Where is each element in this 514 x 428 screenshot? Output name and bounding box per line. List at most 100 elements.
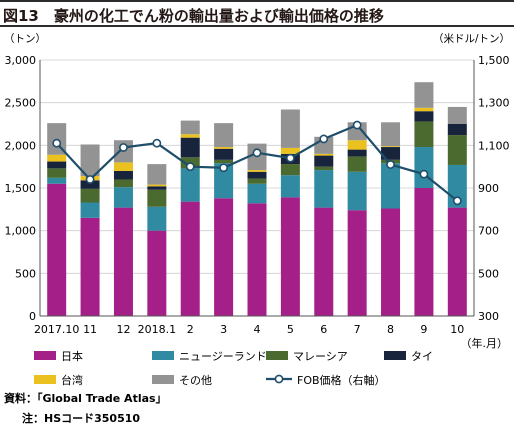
legend-label: ニュージーランド (179, 350, 267, 363)
bar-segment (180, 120, 200, 135)
bar-segment (47, 154, 67, 162)
y-right-unit: （米ドル/トン） (433, 32, 510, 45)
bar-segment (147, 164, 167, 185)
y-right-tick-label: 300 (478, 310, 499, 323)
bar-segment (447, 207, 467, 316)
bar-segment (347, 210, 367, 316)
bar-segment (280, 197, 300, 316)
bar-segment (113, 162, 133, 171)
y-left-tick-label: 500 (15, 267, 36, 280)
x-tick-label: 2017.10 (34, 323, 80, 336)
bar-segment (147, 230, 167, 316)
y-right-tick-label: 500 (478, 267, 499, 280)
fob-point (252, 148, 262, 158)
y-right-tick-label: 700 (478, 225, 499, 238)
bar-segment (414, 188, 434, 316)
x-tick-label: 4 (254, 323, 261, 336)
bar-segment (180, 168, 200, 202)
bar-segment (247, 170, 267, 172)
bar-segment (214, 159, 234, 164)
bar-segment (214, 123, 234, 148)
bar-segment (280, 175, 300, 198)
y-left-tick-label: 1,500 (5, 182, 37, 195)
legend-label: 台湾 (61, 373, 83, 387)
fob-point (219, 163, 229, 173)
bar-segment (80, 180, 100, 189)
y-right-ticks: 300 500 700 900 1,100 1,300 1,500 (478, 54, 510, 323)
legend-line-marker (274, 374, 284, 384)
bar-segment (347, 149, 367, 157)
y-right-tick-label: 1,500 (478, 54, 510, 67)
fob-point (285, 153, 295, 163)
y-left-unit: （トン） (4, 33, 46, 45)
bar-segment (347, 156, 367, 172)
x-tick-label: 5 (287, 323, 294, 336)
fob-point (452, 196, 462, 206)
bar-segment (80, 188, 100, 203)
fob-point (419, 169, 429, 179)
bar-segment (80, 217, 100, 316)
bar-segment (147, 186, 167, 190)
bar-segment (47, 177, 67, 184)
bar-segment (381, 146, 401, 148)
bar-segment (347, 171, 367, 211)
bar-segment (280, 164, 300, 176)
title-bar: 図13 豪州の化工でん粉の輸出量および輸出価格の推移 (0, 0, 514, 27)
bar-segment (147, 206, 167, 231)
axes (39, 60, 475, 317)
bar-segment (314, 153, 334, 156)
bar-segment (280, 109, 300, 148)
x-tick-label: 3 (220, 323, 227, 336)
bar-segment (247, 178, 267, 184)
y-left-ticks: 0 500 1,000 1,500 2,000 2,500 3,000 (5, 54, 37, 323)
bar-segment (214, 147, 234, 149)
legend-label: マレーシア (293, 350, 348, 363)
y-left-tick-label: 2,000 (5, 139, 37, 152)
fob-point (386, 160, 395, 169)
bar-segment (147, 184, 167, 187)
fob-point (352, 120, 362, 130)
bar-segment (447, 135, 467, 165)
y-left-tick-label: 0 (29, 310, 36, 323)
y-right-tick-label: 900 (478, 182, 499, 195)
legend-swatch (152, 351, 174, 360)
bar-segment (113, 179, 133, 188)
x-tick-label: 12 (116, 323, 130, 336)
bar-segment (447, 106, 467, 124)
x-unit-label: （年.月） (461, 336, 509, 350)
x-tick-label: 10 (450, 323, 464, 336)
bar-segment (47, 168, 67, 178)
legend-swatch (266, 351, 288, 360)
y-left-tick-label: 2,500 (5, 97, 37, 110)
bar-segment (280, 147, 300, 154)
bar-segment (180, 134, 200, 138)
bar-segment (414, 107, 434, 112)
x-tick-label: 6 (320, 323, 327, 336)
bar-segment (214, 198, 234, 316)
bar-segment (180, 201, 200, 316)
bar-segment (47, 161, 67, 169)
bar-segment (247, 183, 267, 204)
bar-segment (147, 189, 167, 207)
bar-segment (381, 163, 401, 209)
bar-segment (414, 121, 434, 148)
fob-price-line (52, 120, 462, 206)
bar-segment (381, 122, 401, 147)
bar-segment (180, 137, 200, 158)
bar-segment (381, 208, 401, 316)
x-tick-label: 2 (187, 323, 194, 336)
bar-segment (414, 82, 434, 108)
legend-label: その他 (179, 374, 212, 387)
bar-segment (314, 207, 334, 316)
legend-label: 日本 (61, 349, 83, 363)
legend-label: タイ (411, 350, 433, 363)
x-tick-label: 7 (354, 323, 361, 336)
bar-segment (80, 144, 100, 177)
bars (47, 82, 467, 316)
fob-point (152, 138, 162, 148)
y-right-tick-label: 1,100 (478, 139, 510, 152)
bar-segment (113, 207, 133, 316)
x-tick-label: 9 (420, 323, 427, 336)
